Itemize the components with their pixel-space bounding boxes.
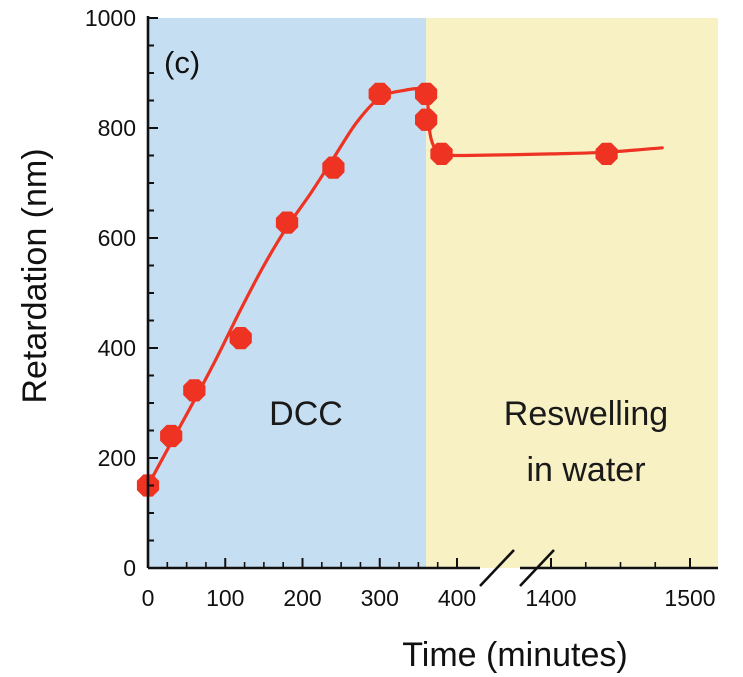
- data-points-layer: [136, 82, 618, 497]
- x-tick-label: 300: [361, 585, 399, 611]
- x-tick-label: 400: [438, 585, 476, 611]
- x-tick-label: 1500: [664, 585, 715, 611]
- region-label-line: Reswelling: [504, 395, 668, 433]
- data-point: [415, 108, 438, 131]
- data-point: [183, 379, 206, 402]
- data-point: [229, 327, 252, 350]
- x-tick-label: 1400: [525, 585, 576, 611]
- region-label-line: in water: [526, 451, 645, 489]
- x-tick-label: 0: [142, 585, 155, 611]
- y-tick-label: 200: [98, 445, 136, 471]
- axes: [146, 16, 718, 570]
- y-tick-label: 400: [98, 335, 136, 361]
- y-tick-label: 0: [123, 555, 136, 581]
- region-label-reswelling: Reswelling in water: [504, 395, 668, 489]
- x-axis-title: Time (minutes): [402, 636, 627, 674]
- data-point: [430, 142, 453, 165]
- x-tick-label: 100: [206, 585, 244, 611]
- data-point: [368, 82, 391, 105]
- data-point: [415, 82, 438, 105]
- region-dcc-background: [148, 18, 427, 568]
- y-tick-label: 1000: [85, 5, 136, 31]
- data-point: [322, 156, 345, 179]
- x-tick-label: 200: [283, 585, 321, 611]
- region-label-dcc: DCC: [269, 395, 343, 433]
- region-backgrounds: [148, 18, 718, 568]
- y-tick-label: 800: [98, 115, 136, 141]
- axis-break-mark: [479, 549, 515, 587]
- text-labels: 0 200 400 600 800 1000 0 100 200 300 400 1400 1500 Ti…: [16, 5, 716, 674]
- region-reswelling-background: [426, 18, 718, 568]
- y-axis-title: Retardation (nm): [16, 148, 54, 403]
- panel-label: (c): [164, 45, 200, 80]
- data-point: [275, 211, 299, 234]
- y-tick-label: 600: [98, 225, 136, 251]
- data-point: [160, 424, 183, 448]
- data-point: [595, 142, 618, 165]
